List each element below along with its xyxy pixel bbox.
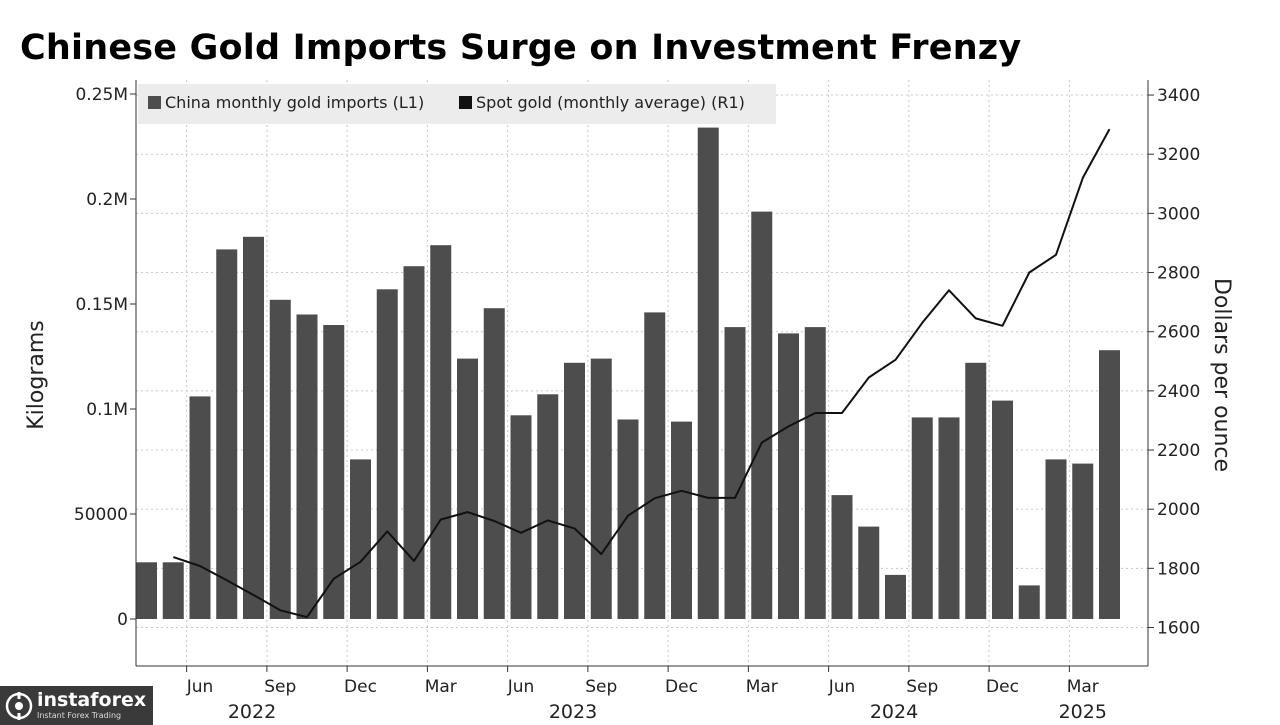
bar-2022-09 <box>269 299 291 619</box>
line-series <box>172 128 1111 619</box>
bar-2023-06 <box>510 415 532 619</box>
x-year-label: 2024 <box>870 701 918 723</box>
legend-label-imports: China monthly gold imports (L1) <box>165 93 424 112</box>
bar-2024-09 <box>911 417 933 619</box>
bar-2023-01 <box>376 289 398 619</box>
legend-swatch-imports <box>148 96 161 109</box>
right-tick-label: 2800 <box>1157 264 1200 284</box>
right-tick-label: 3000 <box>1157 204 1200 224</box>
left-tick-label: 0.2M <box>86 190 128 210</box>
legend: China monthly gold imports (L1) Spot gold… <box>138 84 776 124</box>
right-tick-label: 2400 <box>1157 382 1200 402</box>
bar-2023-02 <box>403 266 425 619</box>
bar-2022-12 <box>350 459 371 619</box>
x-month-label: Dec <box>665 677 698 697</box>
legend-background <box>138 84 776 124</box>
left-tick-label: 50000 <box>74 505 128 525</box>
bar-2022-06 <box>189 396 211 619</box>
bar-2023-04 <box>457 358 478 619</box>
x-month-label: Mar <box>1067 677 1099 697</box>
bar-2022-08 <box>243 236 264 620</box>
bar-2022-04 <box>136 562 157 619</box>
bar-2022-11 <box>323 325 345 619</box>
watermark-tagline: Instant Forex Trading <box>37 711 122 720</box>
bar-2025-03 <box>1072 463 1094 619</box>
bar-2023-03 <box>430 245 452 619</box>
right-tick-label: 1800 <box>1157 559 1200 579</box>
x-month-label: Jun <box>828 677 856 697</box>
right-tick-label: 2000 <box>1157 500 1200 520</box>
bar-2023-07 <box>537 394 559 619</box>
bar-2024-03 <box>751 211 773 619</box>
chart-title: Chinese Gold Imports Surge on Investment… <box>20 28 1022 68</box>
left-tick-label: 0 <box>117 610 128 630</box>
watermark-name: instaforex <box>37 689 147 711</box>
left-tick-label: 0.15M <box>75 295 128 315</box>
watermark-logo: instaforex Instant Forex Trading <box>0 686 153 725</box>
x-month-label: Mar <box>746 677 778 697</box>
bar-2024-02 <box>724 327 746 619</box>
bar-2024-11 <box>965 362 987 619</box>
x-month-label: Sep <box>264 677 296 697</box>
bar-2024-01 <box>697 127 719 619</box>
x-month-label: Jun <box>186 677 214 697</box>
bar-2023-10 <box>617 419 639 619</box>
axes: 0 50000 0.1M 0.15M 0.2M 0.25M 1600 1800 2000 2200… <box>24 80 1234 723</box>
bar-2022-10 <box>296 314 318 619</box>
bar-2023-11 <box>644 312 666 619</box>
bar-2024-05 <box>804 327 826 619</box>
bar-2023-09 <box>590 358 612 619</box>
bar-2023-12 <box>671 421 692 619</box>
right-tick-label: 2200 <box>1157 441 1200 461</box>
bar-series <box>136 127 1120 620</box>
right-tick-label: 2600 <box>1157 323 1200 343</box>
spot-gold-line <box>172 128 1111 619</box>
right-tick-label: 3200 <box>1157 145 1200 165</box>
bar-2024-06 <box>831 495 853 619</box>
x-month-label: Mar <box>425 677 457 697</box>
left-axis-title: Kilograms <box>24 320 49 430</box>
legend-swatch-spot-gold <box>459 96 472 109</box>
bar-2022-07 <box>216 249 238 619</box>
x-month-label: Jun <box>507 677 535 697</box>
right-axis-title: Dollars per ounce <box>1209 278 1234 472</box>
legend-label-spot-gold: Spot gold (monthly average) (R1) <box>476 93 745 112</box>
x-month-label: Dec <box>986 677 1019 697</box>
right-tick-label: 3400 <box>1157 86 1200 106</box>
bar-2023-08 <box>564 362 585 619</box>
x-year-label: 2022 <box>228 701 276 723</box>
left-tick-label: 0.1M <box>86 400 128 420</box>
x-month-label: Sep <box>906 677 938 697</box>
instaforex-logo-icon <box>5 691 33 720</box>
x-month-label: Dec <box>344 677 377 697</box>
bar-2024-10 <box>938 417 960 619</box>
bar-2022-05 <box>162 562 184 619</box>
bar-2024-08 <box>885 574 906 619</box>
bar-2024-07 <box>858 526 880 619</box>
bar-2024-04 <box>778 333 799 619</box>
bar-2025-04 <box>1099 350 1120 619</box>
left-tick-label: 0.25M <box>75 85 128 105</box>
x-year-label: 2025 <box>1059 701 1107 723</box>
bar-2024-12 <box>992 400 1013 619</box>
bar-2025-01 <box>1018 585 1040 619</box>
x-year-label: 2023 <box>549 701 597 723</box>
bar-2025-02 <box>1045 459 1067 619</box>
right-tick-label: 1600 <box>1157 619 1200 639</box>
x-month-label: Sep <box>585 677 617 697</box>
bar-2023-05 <box>483 308 505 619</box>
